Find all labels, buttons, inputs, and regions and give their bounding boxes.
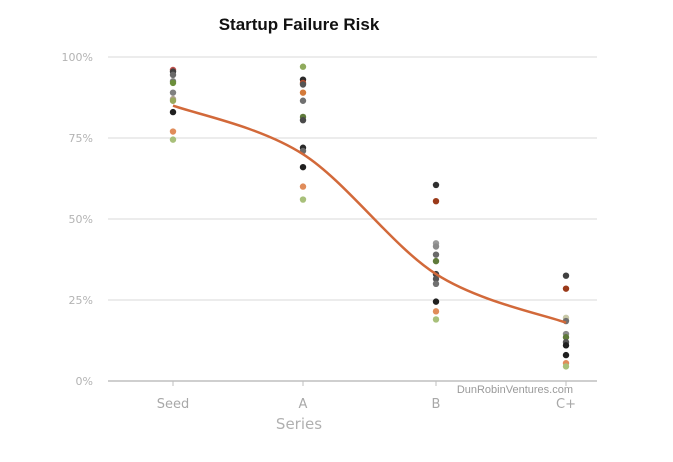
data-point xyxy=(562,272,570,279)
data-point xyxy=(169,136,177,143)
y-tick-label: 0% xyxy=(76,375,93,388)
data-point xyxy=(169,89,177,96)
data-point xyxy=(432,257,440,265)
data-point xyxy=(432,243,440,250)
data-point xyxy=(169,71,177,79)
data-points xyxy=(169,63,570,370)
y-tick-label: 50% xyxy=(69,213,93,226)
x-tick-label: C+ xyxy=(556,397,576,412)
data-point xyxy=(299,63,307,70)
x-tick-label: B xyxy=(432,397,441,412)
data-point xyxy=(169,108,177,116)
data-point xyxy=(299,163,307,171)
data-point xyxy=(432,280,440,287)
chart-title: Startup Failure Risk xyxy=(219,15,380,34)
data-point xyxy=(432,316,440,323)
data-point xyxy=(169,97,177,104)
data-point xyxy=(562,342,570,349)
data-point xyxy=(169,79,177,87)
data-point xyxy=(562,285,570,292)
data-point xyxy=(432,197,440,205)
data-point xyxy=(299,196,307,203)
x-tick-labels: Seed A B C+ xyxy=(157,397,576,412)
x-axis-title: Series xyxy=(276,415,322,433)
data-point xyxy=(432,308,440,315)
x-tick-label: A xyxy=(299,397,308,412)
data-point xyxy=(562,334,570,341)
y-tick-labels: 0% 25% 50% 75% 100% xyxy=(62,51,93,388)
data-point xyxy=(299,97,307,104)
trend-line xyxy=(172,104,567,324)
data-point xyxy=(562,351,570,359)
data-point xyxy=(562,363,570,370)
y-tick-label: 25% xyxy=(69,294,93,307)
data-point xyxy=(299,81,307,88)
y-tick-label: 75% xyxy=(69,132,93,145)
x-tick-label: Seed xyxy=(157,397,190,412)
y-tick-label: 100% xyxy=(62,51,93,64)
gridlines xyxy=(108,56,597,301)
data-point xyxy=(299,89,307,96)
data-point xyxy=(432,251,440,258)
x-axis xyxy=(108,380,597,386)
data-point xyxy=(432,275,440,283)
data-point xyxy=(299,116,307,124)
watermark: DunRobinVentures.com xyxy=(457,384,573,396)
data-point xyxy=(432,298,440,305)
data-point xyxy=(432,181,440,189)
data-point xyxy=(169,128,177,135)
data-point xyxy=(299,183,307,190)
